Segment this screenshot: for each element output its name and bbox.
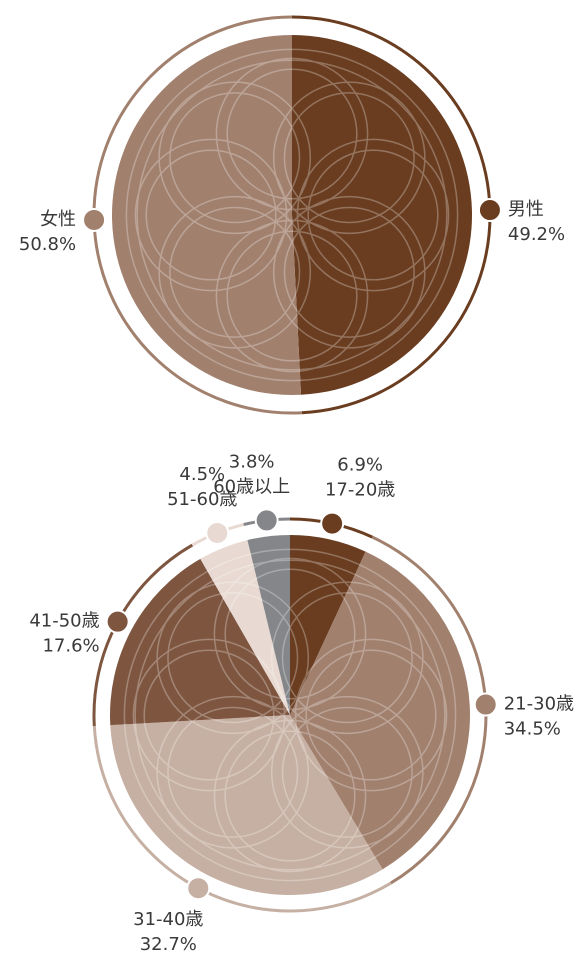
value-label: 17.6% xyxy=(42,636,99,657)
legend-dot xyxy=(479,199,501,221)
category-label: 60歳以上 xyxy=(213,476,290,497)
legend-dot xyxy=(475,694,497,716)
category-label: 女性 xyxy=(40,209,76,230)
category-label: 41-50歳 xyxy=(29,611,99,632)
legend-dot xyxy=(83,209,105,231)
value-label: 6.9% xyxy=(337,455,383,476)
legend-dot xyxy=(206,522,228,544)
legend-dot xyxy=(187,877,209,899)
value-label: 50.8% xyxy=(19,234,76,255)
category-label: 31-40歳 xyxy=(133,909,203,930)
page: 男性 49.2% 女性 50.8% 6.9% 17-20歳 21-30歳 34.5% 31-40… xyxy=(0,0,585,954)
value-label: 32.7% xyxy=(140,934,197,954)
charts: 男性 49.2% 女性 50.8% 6.9% 17-20歳 21-30歳 34.5% 31-40… xyxy=(0,0,585,954)
value-label: 34.5% xyxy=(504,719,561,740)
value-label: 49.2% xyxy=(508,224,565,245)
value-label: 3.8% xyxy=(229,451,275,472)
category-label: 男性 xyxy=(508,199,544,220)
legend-dot xyxy=(321,513,343,535)
legend-dot xyxy=(107,611,129,633)
legend-dot xyxy=(256,509,278,531)
category-label: 17-20歳 xyxy=(325,480,395,501)
category-label: 21-30歳 xyxy=(504,694,574,715)
